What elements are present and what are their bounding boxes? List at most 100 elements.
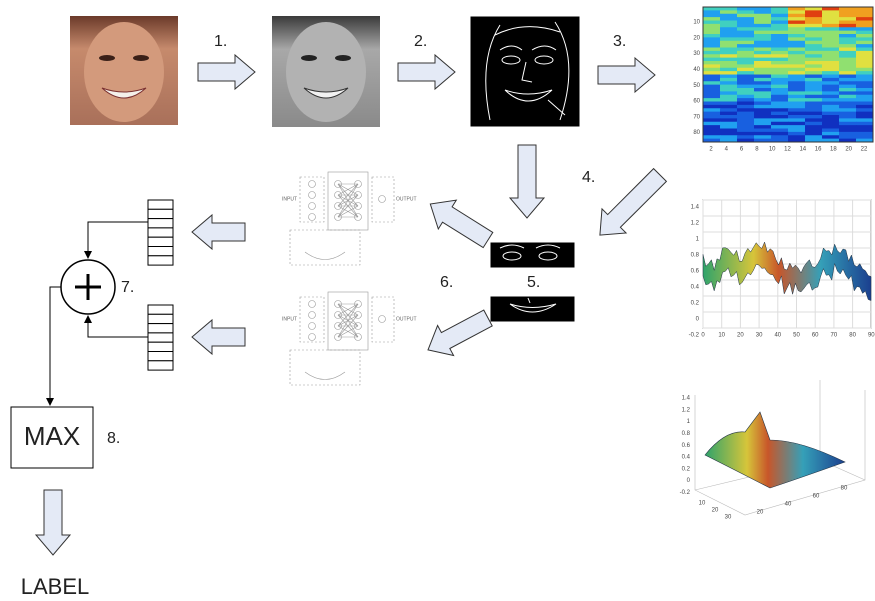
heat-cell — [822, 17, 840, 21]
tick-label: 30 — [693, 51, 700, 57]
heat-cell — [771, 67, 789, 72]
tick-label: 40 — [693, 67, 700, 73]
heat-cell — [856, 91, 874, 96]
heat-cell — [754, 121, 772, 126]
heat-cell — [737, 7, 755, 11]
heat-cell — [771, 54, 789, 59]
heat-cell — [771, 34, 789, 38]
heat-cell — [720, 131, 738, 136]
heat-cell — [839, 71, 857, 75]
heat-cell — [805, 67, 823, 72]
tick-label: 0 — [701, 333, 705, 339]
heat-cell — [839, 104, 857, 109]
heat-cell — [720, 13, 738, 18]
heat-cell — [720, 34, 738, 38]
heat-cell — [720, 37, 738, 42]
heat-cell — [805, 50, 823, 55]
heat-cell — [754, 138, 772, 143]
heat-cell — [839, 47, 857, 52]
network: INPUT OUTPUT — [282, 291, 417, 386]
heat-cell — [703, 77, 721, 82]
arrow — [34, 489, 72, 556]
heat-cell — [737, 40, 755, 45]
heat-cell — [754, 128, 772, 133]
heat-cell — [822, 125, 840, 129]
heat-cell — [703, 101, 721, 106]
heat-cell — [737, 30, 755, 35]
edge-image — [469, 15, 581, 128]
heat-cell — [720, 135, 738, 140]
heat-cell — [703, 121, 721, 126]
net-box — [371, 176, 395, 223]
heat-cell — [737, 67, 755, 72]
heat-cell — [737, 61, 755, 65]
heat-cell — [805, 20, 823, 25]
heat-cell — [754, 40, 772, 45]
heat-cell — [788, 23, 806, 28]
heat-cell — [822, 30, 840, 35]
heat-cell — [856, 64, 874, 69]
heat-cell — [771, 84, 789, 89]
heat-cell — [788, 37, 806, 42]
heat-cell — [805, 121, 823, 126]
heat-cell — [788, 50, 806, 55]
heat-cell — [805, 74, 823, 79]
heat-cell — [720, 94, 738, 99]
heat-cell — [788, 131, 806, 136]
vector-cell — [147, 332, 174, 343]
heat-cell — [788, 30, 806, 35]
heat-cell — [856, 84, 874, 89]
heat-cell — [720, 77, 738, 82]
heat-cell — [720, 88, 738, 92]
net-node — [308, 191, 316, 199]
heat-cell — [788, 81, 806, 86]
heat-cell — [788, 101, 806, 106]
arrow — [429, 199, 494, 249]
heat-cell — [805, 27, 823, 32]
heat-cell — [703, 34, 721, 38]
heat-cell — [839, 57, 857, 62]
tick-label: 80 — [693, 130, 700, 136]
heat-cell — [754, 94, 772, 99]
heat-cell — [856, 23, 874, 28]
heat-cell — [856, 10, 874, 15]
heat-cell — [771, 64, 789, 69]
heat-cell — [856, 40, 874, 45]
tick-label: 10 — [693, 20, 700, 26]
tick-label: 20 — [737, 333, 744, 339]
heat-cell — [856, 88, 874, 92]
step-label: 8. — [107, 430, 120, 447]
heat-cell — [720, 64, 738, 69]
gray-photo — [272, 16, 380, 127]
heat-cell — [788, 118, 806, 123]
heat-cell — [805, 128, 823, 133]
heat-cell — [788, 108, 806, 113]
net-edge — [337, 183, 359, 218]
heat-cell — [720, 91, 738, 96]
heat-cell — [805, 84, 823, 89]
heat-cell — [822, 115, 840, 119]
heat-cell — [754, 118, 772, 123]
tick-label: 80 — [849, 333, 856, 339]
heat-cell — [839, 13, 857, 18]
heat-cell — [771, 47, 789, 52]
heat-cell — [737, 54, 755, 59]
tick-label: 60 — [812, 333, 819, 339]
tick-label: 0.4 — [682, 455, 691, 461]
heat-cell — [839, 17, 857, 21]
heat-cell — [856, 101, 874, 106]
net-label: INPUT — [282, 316, 297, 322]
heat-cell — [839, 88, 857, 92]
heat-cell — [822, 54, 840, 59]
heat-cell — [788, 115, 806, 119]
heat-cell — [771, 138, 789, 143]
heat-cell — [839, 108, 857, 113]
heat-cell — [805, 54, 823, 59]
heat-cell — [720, 108, 738, 113]
heat-cell — [822, 128, 840, 133]
heat-cell — [856, 34, 874, 38]
net-box — [371, 296, 395, 343]
heat-cell — [788, 138, 806, 143]
heat-cell — [771, 10, 789, 15]
heat-cell — [805, 61, 823, 65]
